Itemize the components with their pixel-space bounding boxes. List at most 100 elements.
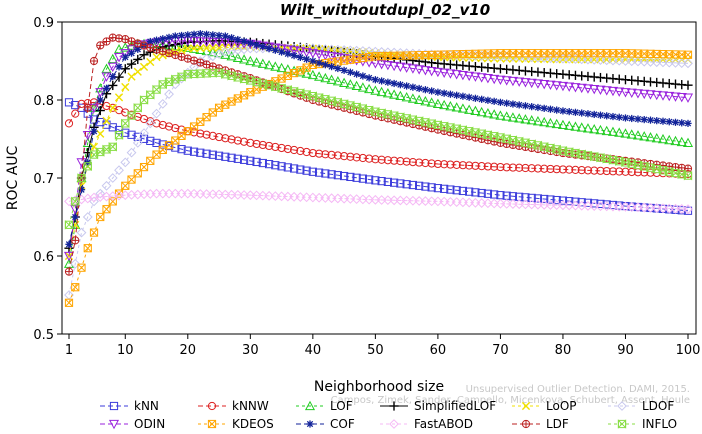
point-inflo (277, 83, 286, 94)
point-fastabod (464, 197, 475, 208)
point-knn (258, 158, 267, 168)
point-cof (590, 110, 598, 119)
point-cof (240, 37, 248, 45)
point-lof (526, 115, 537, 125)
point-odin (195, 37, 206, 47)
point-knn (271, 161, 280, 170)
point-cof (71, 213, 79, 221)
point-knn (346, 172, 355, 182)
point-knn (477, 188, 486, 198)
point-knn (565, 197, 574, 206)
point-ldof (326, 44, 337, 55)
point-cof (634, 115, 642, 123)
point-lof (476, 106, 487, 117)
legend-item-ldof: LDOF (608, 399, 674, 413)
point-lof (539, 116, 550, 127)
point-fastabod (508, 199, 518, 209)
point-lof (395, 90, 406, 101)
axes-layer: 1 10 20 30 40 50 60 70 80 90 100 0.5 0.6 0.7 0.8 0.9 (33, 16, 700, 358)
point-lof (545, 117, 556, 128)
point-cof (227, 34, 236, 42)
point-ldof (107, 173, 118, 183)
point-knnw (452, 160, 461, 169)
point-lof (645, 132, 656, 142)
point-kdeos (164, 141, 174, 150)
legend-item-simplifiedlof: SimplifiedLOF (380, 399, 496, 413)
point-knnw (158, 120, 167, 130)
point-inflo (121, 118, 130, 129)
point-fastabod (195, 189, 206, 199)
legend-item-fastabod: FastABOD (380, 417, 473, 431)
point-lof (682, 137, 694, 147)
x-tick-label: 10 (117, 343, 134, 358)
point-knn (177, 145, 186, 154)
point-knn (308, 167, 317, 176)
point-fastabod (470, 197, 481, 208)
point-inflo (383, 109, 392, 120)
point-cof (265, 44, 273, 53)
point-odin (632, 89, 644, 99)
point-lof (657, 133, 669, 144)
point-simplifiedlof (683, 80, 693, 90)
point-fastabod (639, 202, 650, 213)
point-odin (601, 86, 612, 96)
legend-label: LoOP (546, 399, 577, 413)
point-odin (432, 67, 443, 78)
point-loop (133, 67, 142, 76)
point-knnw (496, 162, 505, 172)
point-fastabod (182, 188, 193, 199)
point-ldof (570, 54, 581, 65)
point-inflo (602, 154, 611, 164)
point-loop (121, 82, 130, 92)
point-knnw (615, 167, 624, 176)
point-odin (557, 81, 568, 92)
point-cof (415, 84, 423, 93)
point-fastabod (326, 193, 337, 204)
point-cof (127, 49, 136, 57)
point-knn (358, 174, 367, 183)
point-knn (552, 195, 561, 205)
point-knn (158, 140, 167, 149)
point-ldof (89, 196, 99, 207)
point-lof (457, 103, 468, 113)
point-odin (113, 53, 125, 63)
point-fastabod (364, 194, 375, 205)
point-lof (601, 125, 612, 136)
point-cof (196, 30, 204, 38)
point-knn (227, 153, 236, 162)
point-odin (482, 74, 493, 84)
point-knnw (608, 167, 618, 176)
point-lof (101, 63, 112, 73)
point-simplifiedlof (339, 47, 349, 58)
point-lof (307, 69, 318, 80)
point-knnw (264, 141, 274, 151)
point-inflo (496, 132, 505, 143)
point-lof (620, 128, 631, 138)
point-lof (626, 129, 637, 139)
point-knnw (352, 153, 361, 162)
point-odin (620, 88, 631, 98)
y-tick-label: 0.6 (33, 250, 54, 265)
point-lof (182, 42, 193, 52)
point-inflo (133, 102, 142, 113)
point-inflo (640, 161, 649, 172)
point-inflo (139, 95, 149, 105)
point-knn (577, 198, 586, 207)
point-inflo (415, 116, 424, 126)
point-ldof (589, 54, 600, 65)
point-cof (646, 116, 655, 124)
point-ldof (307, 43, 318, 54)
point-knnw (590, 166, 599, 175)
point-knnw (252, 139, 261, 149)
point-cof (540, 104, 548, 112)
point-ldof (626, 56, 637, 67)
point-loop (214, 43, 224, 52)
point-cof (209, 31, 217, 39)
point-lof (664, 134, 675, 145)
legend-label: LDOF (642, 399, 674, 413)
point-cof (565, 108, 573, 116)
point-inflo (246, 75, 255, 86)
point-knn (465, 187, 474, 196)
point-knnw (396, 157, 405, 166)
point-odin (295, 47, 306, 57)
